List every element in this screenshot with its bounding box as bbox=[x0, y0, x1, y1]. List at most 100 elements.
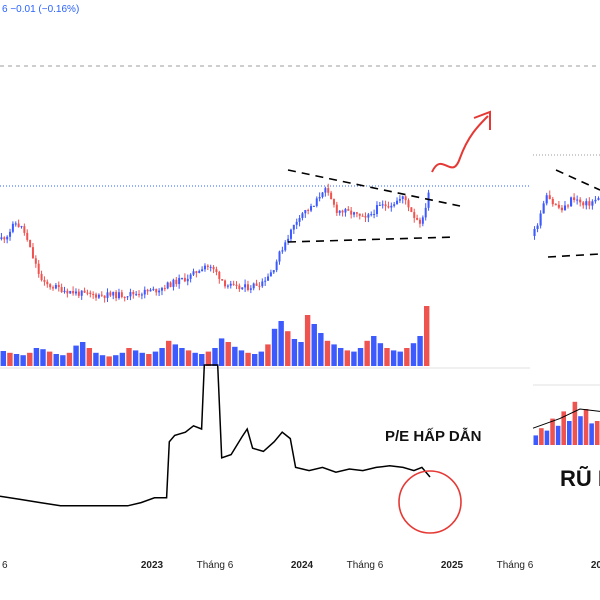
candle-body bbox=[281, 250, 284, 252]
candle-body bbox=[301, 213, 304, 219]
x-tick-label: 2026 bbox=[591, 560, 600, 571]
candle-body bbox=[315, 198, 318, 206]
candle-body bbox=[218, 271, 221, 280]
candle-body bbox=[341, 210, 344, 213]
candle-body bbox=[387, 206, 390, 208]
candle-body bbox=[269, 272, 272, 277]
volume-bar bbox=[66, 352, 73, 366]
candle-body bbox=[20, 226, 23, 228]
candle-body bbox=[416, 217, 419, 220]
x-tick-label: Tháng 6 bbox=[347, 560, 384, 571]
volume-bar bbox=[106, 356, 112, 366]
candle-body bbox=[52, 287, 55, 289]
volume-bar bbox=[27, 352, 33, 366]
candle-body bbox=[132, 292, 135, 295]
candle-body bbox=[46, 281, 49, 285]
x-tick-label: 2023 bbox=[141, 560, 164, 571]
candle-body bbox=[126, 296, 129, 298]
candle-body bbox=[585, 201, 588, 206]
volume-bar bbox=[298, 342, 304, 366]
candle-body bbox=[212, 266, 215, 270]
volume-bar bbox=[232, 346, 238, 366]
volume-bar bbox=[139, 352, 145, 366]
candle-body bbox=[335, 204, 338, 213]
candle-body bbox=[181, 277, 184, 279]
candle-body bbox=[106, 292, 109, 298]
volume-bar bbox=[73, 345, 79, 366]
volume-bar bbox=[544, 430, 550, 445]
candle-body bbox=[272, 270, 275, 273]
candle-body bbox=[246, 284, 249, 290]
candle-body bbox=[92, 294, 95, 296]
volume-bar bbox=[578, 416, 583, 445]
volume-bar bbox=[594, 421, 600, 445]
candle-body bbox=[424, 207, 427, 218]
volume-bar bbox=[172, 344, 179, 366]
candle-body bbox=[192, 271, 195, 275]
candle-body bbox=[195, 271, 198, 273]
volume-bar bbox=[212, 348, 218, 366]
volume-bar bbox=[351, 351, 357, 366]
candle-body bbox=[312, 205, 315, 207]
candle-body bbox=[9, 231, 12, 237]
candle-body bbox=[304, 209, 307, 214]
triangle-pattern bbox=[287, 169, 600, 258]
candle-body bbox=[548, 195, 551, 199]
candle-body bbox=[146, 289, 149, 292]
candle-body bbox=[318, 197, 321, 199]
candle-body bbox=[72, 291, 75, 294]
candle-body bbox=[421, 217, 424, 224]
candle-body bbox=[367, 214, 370, 218]
x-tick-label: 2025 bbox=[441, 560, 464, 571]
candle-body bbox=[563, 205, 567, 211]
candle-body bbox=[138, 294, 141, 296]
candle-body bbox=[594, 199, 597, 202]
candle-body bbox=[215, 269, 218, 272]
candle-body bbox=[26, 232, 29, 240]
candle-body bbox=[77, 291, 80, 296]
candle-body bbox=[588, 201, 591, 206]
candle-body bbox=[120, 292, 123, 297]
candle-body bbox=[43, 280, 46, 282]
volume-bar bbox=[567, 421, 572, 445]
candle-body bbox=[573, 197, 576, 201]
volume-bar bbox=[79, 342, 86, 366]
candle-body bbox=[551, 198, 554, 205]
candle-body bbox=[557, 204, 560, 208]
volume-bar bbox=[285, 331, 291, 366]
candle-body bbox=[11, 223, 14, 232]
volume-bar bbox=[304, 315, 311, 366]
candle-body bbox=[86, 292, 89, 294]
candle-body bbox=[579, 199, 582, 203]
candle-body bbox=[175, 279, 178, 285]
volume-bar bbox=[132, 350, 139, 366]
volume-bar bbox=[99, 355, 106, 366]
candle-body bbox=[570, 197, 573, 207]
candle-body bbox=[60, 287, 63, 293]
candle-body bbox=[158, 290, 161, 293]
volume-bar bbox=[324, 340, 331, 366]
volume-bar bbox=[199, 354, 205, 366]
candle-body bbox=[244, 284, 247, 288]
volume-bar bbox=[371, 336, 377, 366]
volume-bar bbox=[0, 351, 7, 366]
rub-label: RŨ B bbox=[560, 466, 600, 491]
candle-body bbox=[344, 209, 347, 213]
candle-body bbox=[554, 204, 557, 206]
candle-body bbox=[353, 212, 356, 215]
candle-body bbox=[226, 285, 229, 287]
candle-body bbox=[31, 247, 34, 259]
volume-bar bbox=[46, 351, 53, 366]
candle-body bbox=[14, 223, 17, 225]
candle-body bbox=[178, 277, 181, 285]
moving-average-2026 bbox=[532, 408, 600, 429]
candle-body bbox=[533, 229, 536, 236]
volume-bar bbox=[417, 336, 423, 366]
candle-body bbox=[29, 239, 32, 248]
candle-body bbox=[327, 188, 330, 193]
candle-body bbox=[289, 229, 292, 239]
candle-body bbox=[307, 209, 310, 211]
candle-body bbox=[358, 213, 361, 216]
candle-body bbox=[89, 292, 92, 295]
